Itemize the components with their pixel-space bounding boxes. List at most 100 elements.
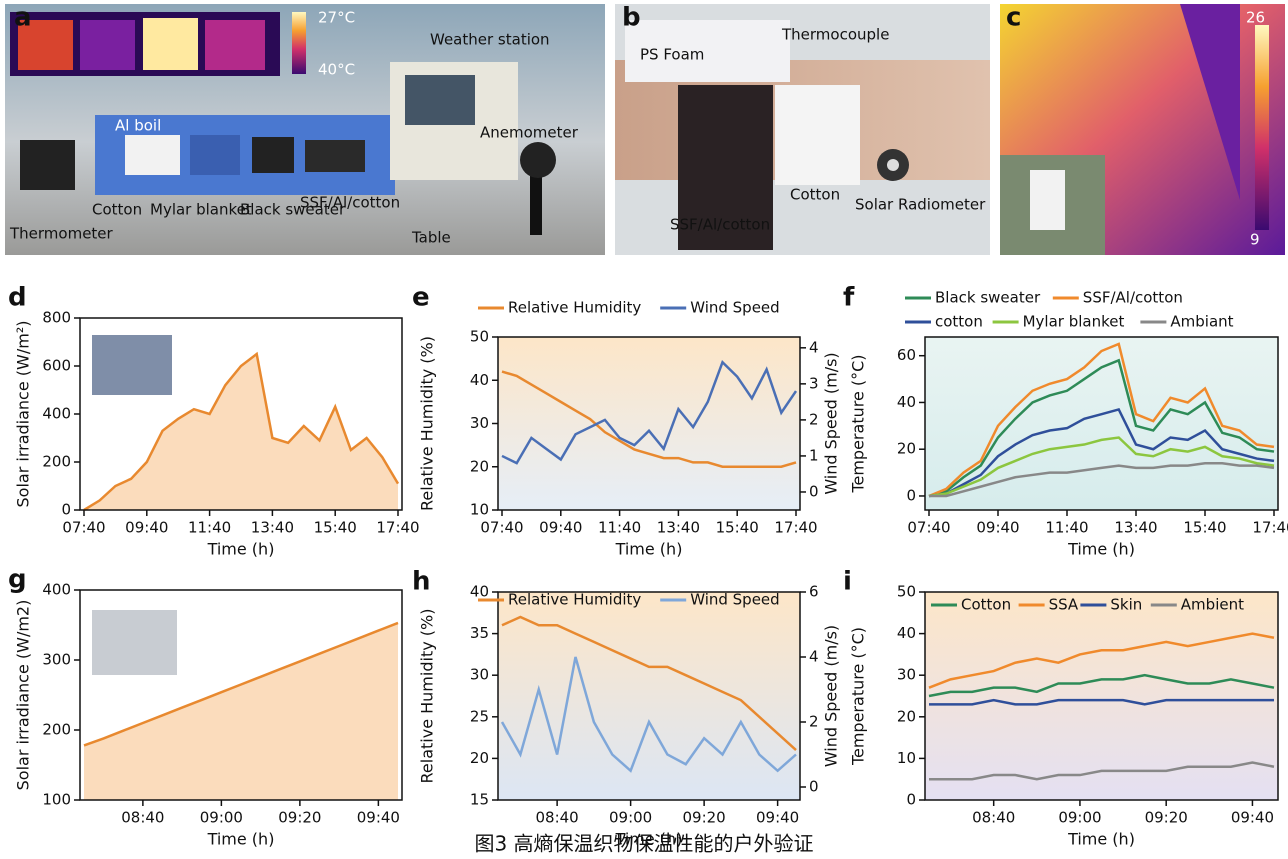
- legend-label: Black sweater: [935, 289, 1041, 307]
- photo-annotation: Cotton: [790, 186, 840, 204]
- chart: d020040060080007:4009:4011:4013:4015:401…: [8, 283, 420, 559]
- chart: g10020030040008:4009:0009:2009:40Time (h…: [8, 565, 402, 849]
- x-tick-label: 08:40: [972, 809, 1015, 827]
- y-tick-label: 0: [906, 486, 916, 504]
- photo-annotation: PS Foam: [640, 46, 704, 64]
- photo-annotation: Al boil: [115, 117, 161, 135]
- x-tick-label: 09:20: [683, 809, 726, 827]
- x-tick-label: 09:40: [976, 519, 1019, 537]
- x-axis-label: Time (h): [615, 540, 683, 559]
- legend-label: SSA: [1049, 596, 1079, 614]
- y-tick-label: 50: [470, 328, 489, 346]
- panel-label: c: [1006, 3, 1021, 33]
- y-axis-label: Solar irradiance (W/m²): [14, 321, 33, 508]
- y2-tick-label: 4: [809, 648, 819, 666]
- y-tick-label: 20: [470, 457, 489, 475]
- y-tick-label: 100: [42, 791, 71, 809]
- x-axis-label: Time (h): [207, 830, 275, 849]
- y-axis-label: Relative Humidity (%): [418, 609, 437, 784]
- x-tick-label: 11:40: [1045, 519, 1088, 537]
- y-tick-label: 300: [42, 651, 71, 669]
- legend-label: Wind Speed: [690, 299, 780, 317]
- y-tick-label: 20: [470, 749, 489, 767]
- y-tick-label: 40: [897, 393, 916, 411]
- y-tick-label: 60: [897, 346, 916, 364]
- x-tick-label: 15:40: [314, 519, 357, 537]
- photo-annotation: 26: [1246, 9, 1265, 27]
- photo-c: [1000, 4, 1285, 255]
- panel-label: i: [843, 567, 852, 597]
- x-tick-label: 11:40: [188, 519, 231, 537]
- y-tick-label: 20: [897, 440, 916, 458]
- x-tick-label: 08:40: [121, 809, 164, 827]
- y-tick-label: 200: [42, 721, 71, 739]
- panel-label: e: [412, 283, 430, 313]
- y-tick-label: 40: [470, 371, 489, 389]
- y-tick-label: 35: [470, 624, 489, 642]
- y-tick-label: 30: [897, 666, 916, 684]
- y-tick-label: 400: [42, 581, 71, 599]
- y-tick-label: 15: [470, 791, 489, 809]
- y2-tick-label: 2: [809, 713, 819, 731]
- x-tick-label: 17:40: [1252, 519, 1288, 537]
- y-tick-label: 20: [897, 707, 916, 725]
- x-axis-label: Time (h): [207, 540, 275, 559]
- x-tick-label: 15:40: [716, 519, 759, 537]
- y-tick-label: 10: [470, 501, 489, 519]
- x-tick-label: 09:00: [1058, 809, 1101, 827]
- panel-label: d: [8, 283, 27, 313]
- x-tick-label: 09:40: [539, 519, 582, 537]
- photo-annotation: SSF/Al/cotton: [300, 194, 400, 212]
- x-tick-label: 09:40: [125, 519, 168, 537]
- x-tick-label: 08:40: [536, 809, 579, 827]
- x-axis-label: Time (h): [1067, 540, 1135, 559]
- x-tick-label: 09:00: [609, 809, 652, 827]
- y2-axis-label: Wind Speed (m/s): [822, 352, 841, 494]
- inset-photo: [92, 335, 172, 395]
- y2-tick-label: 0: [809, 778, 819, 796]
- legend-label: Ambiant: [1170, 313, 1233, 331]
- inset-photo: [92, 610, 177, 675]
- x-tick-label: 09:40: [357, 809, 400, 827]
- photo-annotation: 9: [1250, 231, 1260, 249]
- plot-background: [498, 592, 800, 800]
- panel-label: g: [8, 565, 27, 595]
- x-tick-label: 09:20: [278, 809, 321, 827]
- x-tick-label: 11:40: [598, 519, 641, 537]
- y-tick-label: 400: [42, 405, 71, 423]
- figure: a27°C40°CWeather stationAl boilAnemomete…: [0, 0, 1288, 859]
- y-tick-label: 600: [42, 357, 71, 375]
- plot-background: [925, 592, 1278, 800]
- y-tick-label: 30: [470, 414, 489, 432]
- y2-tick-label: 2: [809, 410, 819, 428]
- chart: h152025303540024608:4009:0009:2009:40Tim…: [412, 567, 841, 849]
- x-tick-label: 09:40: [1231, 809, 1274, 827]
- photo-annotation: 40°C: [318, 61, 355, 79]
- y-tick-label: 200: [42, 453, 71, 471]
- y2-tick-label: 3: [809, 374, 819, 392]
- caption: 图3 高熵保温织物保温性能的户外验证: [474, 832, 813, 856]
- y-tick-label: 40: [897, 624, 916, 642]
- y2-tick-label: 6: [809, 583, 819, 601]
- photo-annotation: SSF/Al/cotton: [670, 216, 770, 234]
- x-tick-label: 13:40: [657, 519, 700, 537]
- x-tick-label: 17:40: [376, 519, 419, 537]
- photo-annotation: Solar Radiometer: [855, 196, 986, 214]
- legend-label: Wind Speed: [690, 591, 780, 609]
- x-tick-label: 13:40: [251, 519, 294, 537]
- x-tick-label: 13:40: [1114, 519, 1157, 537]
- x-tick-label: 09:40: [756, 809, 799, 827]
- x-tick-label: 15:40: [1183, 519, 1226, 537]
- photo-annotation: Table: [411, 229, 451, 247]
- legend-label: Relative Humidity: [508, 591, 641, 609]
- y2-tick-label: 1: [809, 446, 819, 464]
- y-tick-label: 0: [61, 501, 71, 519]
- y-tick-label: 30: [470, 666, 489, 684]
- x-tick-label: 17:40: [774, 519, 817, 537]
- x-tick-label: 07:40: [62, 519, 105, 537]
- photo-annotation: 27°C: [318, 9, 355, 27]
- legend-label: SSF/Al/cotton: [1083, 289, 1183, 307]
- photo-annotation: Anemometer: [480, 124, 579, 142]
- y-axis-label: Relative Humidity (%): [418, 336, 437, 511]
